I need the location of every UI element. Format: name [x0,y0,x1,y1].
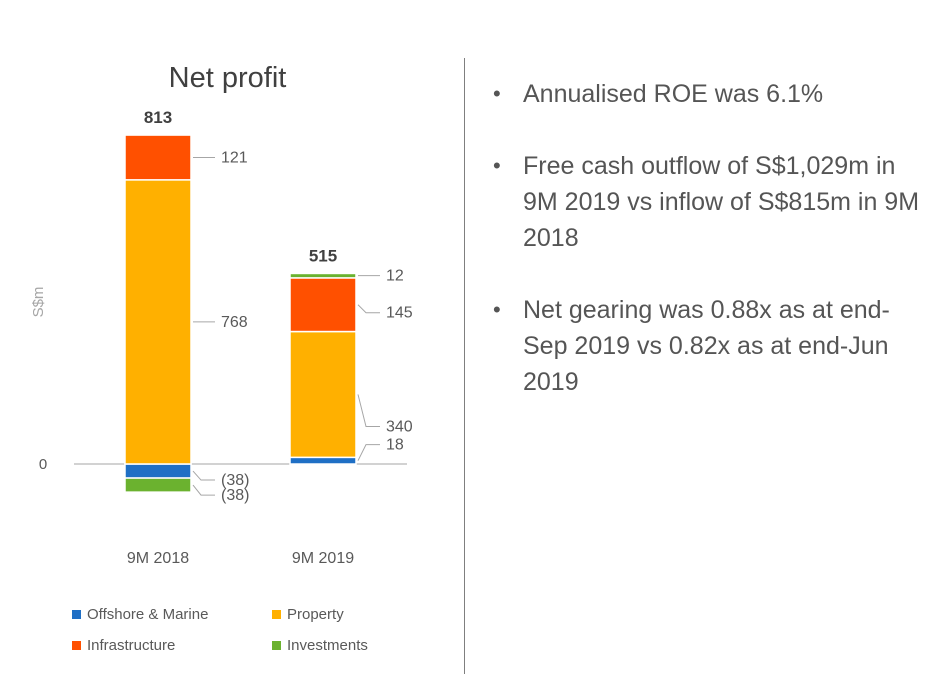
data-label-leader-line [357,304,380,314]
legend-label-property: Property [287,606,344,623]
bar-segment-investments-0 [124,477,192,493]
data-label: 340 [386,418,413,435]
bullet-list: • Annualised ROE was 6.1% • Free cash ou… [490,76,920,436]
data-label-leader-line [357,444,380,461]
bar-segment-offshore-marine-0 [124,463,192,479]
bar-segment-property-1 [289,330,357,459]
bullet-dot-icon: • [493,297,501,322]
bullet-text-roe: Annualised ROE was 6.1% [523,80,824,108]
data-label-leader-line [192,484,215,496]
bullet-text-gearing: Net gearing was 0.88x as at end-Sep 2019… [523,296,890,396]
legend-swatch-offshore-marine [72,610,81,619]
data-label: 121 [221,149,248,166]
bar-segment-investments-1 [289,272,357,279]
legend-item-investments: Investments [272,637,402,654]
net-profit-chart: 0 S$m (38) 768 121 (38) 813 9M 2018 18 340 145 12 51… [30,108,413,567]
data-label-leader-line [192,470,215,481]
legend-swatch-infrastructure [72,641,81,650]
data-label: (38) [221,487,249,504]
bullet-text-cash-flow: Free cash outflow of S$1,029m in 9M 2019… [523,152,920,252]
chart-legend: Offshore & Marine Property Infrastructur… [72,606,402,654]
bar-segment-infrastructure-1 [289,277,357,333]
y-axis-title: S$m [30,287,47,318]
legend-label-infrastructure: Infrastructure [87,637,176,654]
chart-title: Net profit [168,62,287,94]
bullet-dot-icon: • [493,153,501,178]
vertical-divider [464,58,465,674]
legend-swatch-investments [272,641,281,650]
bar-segment-property-0 [124,179,192,465]
data-label: 145 [386,305,413,322]
x-tick-label: 9M 2018 [127,550,189,567]
data-label: 768 [221,314,248,331]
legend-item-infrastructure: Infrastructure [72,637,272,654]
bar-segment-offshore-marine-1 [289,456,357,465]
legend-label-offshore-marine: Offshore & Marine [87,606,209,623]
legend-swatch-property [272,610,281,619]
total-label: 515 [309,246,337,265]
legend-item-property: Property [272,606,402,623]
data-label-leader-line [357,394,380,427]
legend-label-investments: Investments [287,637,368,654]
bullet-item-cash-flow: • Free cash outflow of S$1,029m in 9M 20… [490,148,920,256]
legend-item-offshore-marine: Offshore & Marine [72,606,272,623]
data-label: 18 [386,437,404,454]
x-tick-label: 9M 2019 [292,550,354,567]
bullet-dot-icon: • [493,81,501,106]
total-label: 813 [144,108,172,127]
data-label: (38) [221,472,249,489]
bullet-item-roe: • Annualised ROE was 6.1% [490,76,920,112]
y-tick-label: 0 [39,456,47,473]
bar-segment-infrastructure-0 [124,134,192,181]
bullet-item-gearing: • Net gearing was 0.88x as at end-Sep 20… [490,292,920,400]
data-label: 12 [386,268,404,285]
